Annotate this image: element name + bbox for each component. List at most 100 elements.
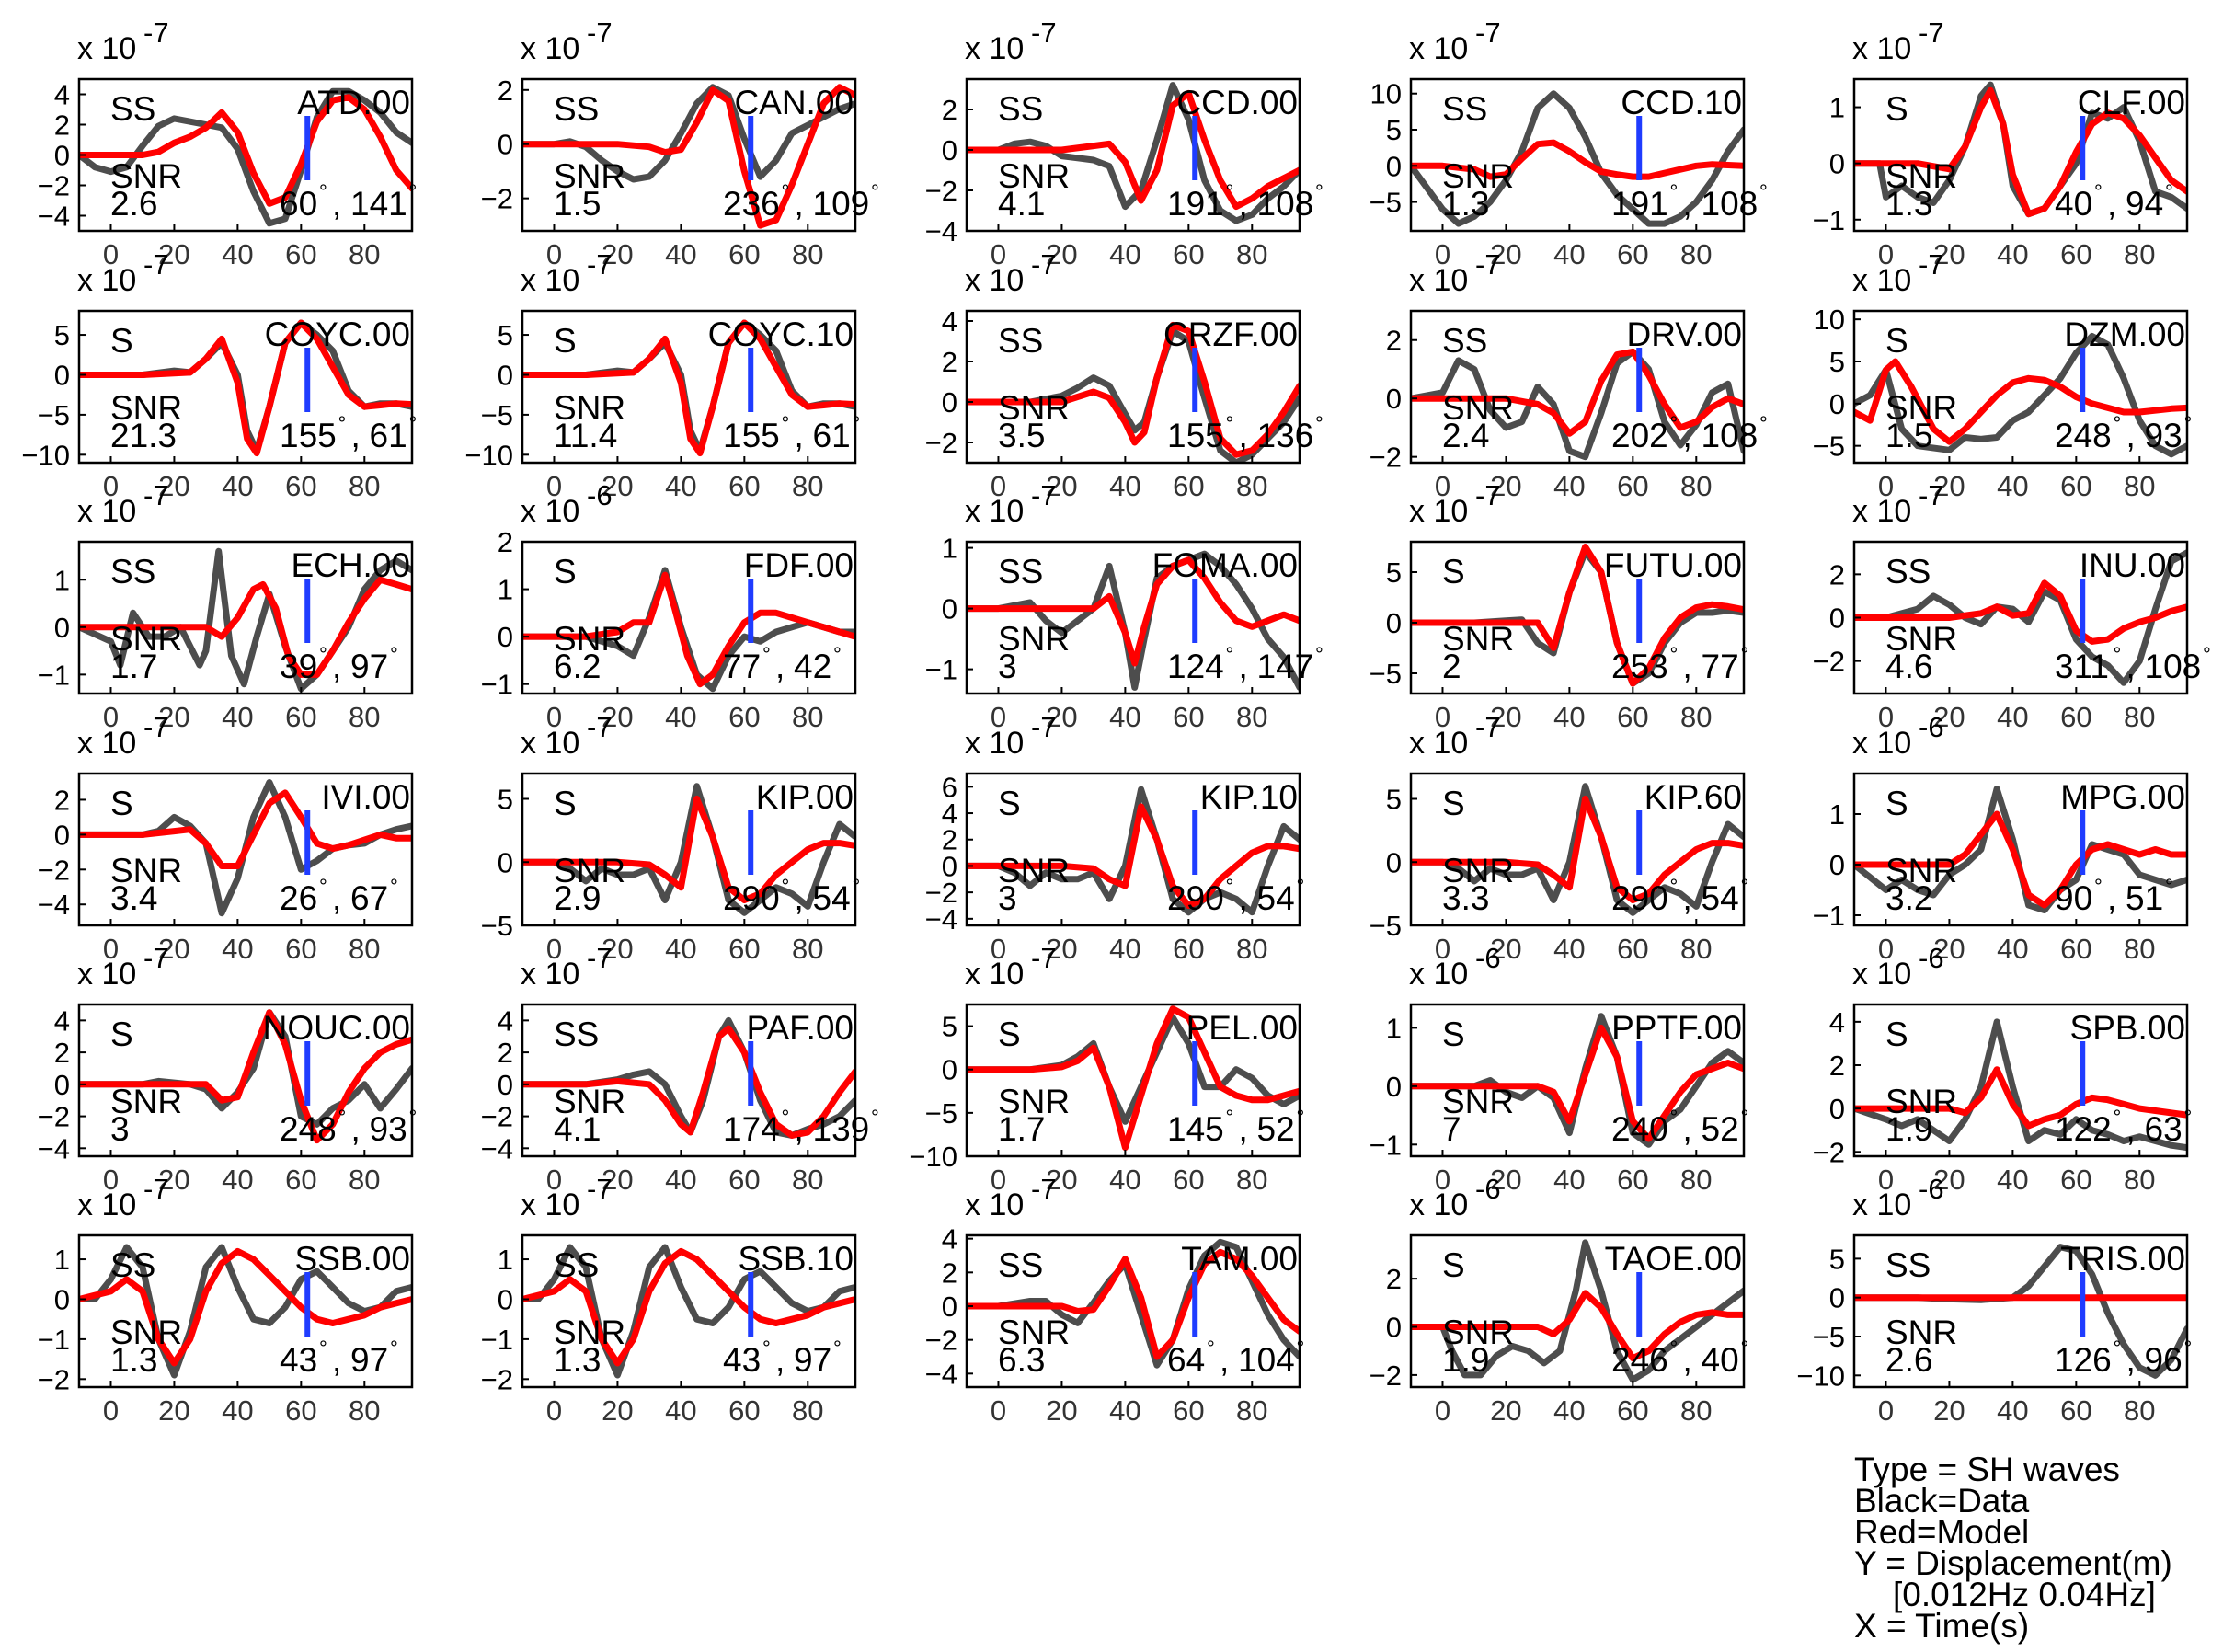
data-trace	[967, 1014, 1300, 1125]
y-tick-label: 0	[54, 359, 70, 391]
distance-value: 108	[1257, 185, 1314, 223]
data-trace	[1854, 786, 2187, 913]
y-tick-label: −4	[38, 889, 70, 921]
x-tick-label: 20	[158, 1394, 189, 1427]
y-tick-label: 5	[498, 784, 513, 816]
degree-symbol: °	[1741, 1337, 1749, 1359]
x-tick-label: 60	[1617, 1394, 1648, 1427]
y-tick-label: 0	[54, 1283, 70, 1315]
scale-label: x 10	[1852, 957, 1911, 992]
separator: ,	[1239, 417, 1248, 454]
axes-frame	[965, 1233, 1301, 1389]
y-tick-label: 2	[498, 1037, 513, 1069]
degree-symbol: °	[1670, 412, 1679, 435]
x-tick-label: 80	[349, 701, 380, 733]
data-trace	[1854, 549, 2187, 686]
scale-label: x 10	[521, 31, 579, 66]
separator: ,	[332, 879, 341, 917]
y-tick-label: 0	[1829, 1282, 1845, 1314]
station-label: NOUC.00	[263, 1009, 410, 1047]
station-label: ECH.00	[291, 546, 410, 584]
axes-frame	[521, 540, 857, 695]
degree-symbol: °	[390, 643, 398, 666]
x-tick-label: 20	[602, 933, 633, 965]
scale-label: x 10	[965, 31, 1024, 66]
station-label: SPB.00	[2070, 1009, 2185, 1047]
distance-value: 104	[1238, 1341, 1295, 1379]
y-tick-label: 0	[1386, 607, 1402, 639]
model-trace	[1854, 1066, 2187, 1130]
x-tick-label: 0	[991, 933, 1006, 965]
x-tick-label: 60	[1617, 701, 1648, 733]
station-label: SSB.10	[739, 1240, 854, 1278]
axes-frame	[77, 772, 414, 927]
distance-value: 141	[350, 185, 407, 223]
phase-label: SS	[110, 90, 155, 128]
x-tick-label: 80	[792, 933, 823, 965]
y-tick-label: −10	[909, 1141, 957, 1173]
snr-value: 2.9	[554, 879, 601, 917]
degree-symbol: °	[1670, 1337, 1679, 1359]
y-tick-label: 5	[1386, 556, 1402, 589]
snr-value: 1.3	[554, 1341, 601, 1379]
x-tick-label: 80	[2124, 470, 2155, 502]
degree-symbol: °	[338, 1106, 347, 1129]
y-tick-label: −5	[1813, 430, 1845, 463]
separator: ,	[1683, 648, 1692, 685]
station-label: TAOE.00	[1605, 1240, 1742, 1278]
x-tick-label: 0	[1878, 701, 1894, 733]
scale-label: x 10	[521, 957, 579, 992]
y-tick-label: 4	[54, 1004, 70, 1037]
y-tick-label: −1	[1369, 1129, 1402, 1161]
separator: ,	[775, 1341, 785, 1379]
y-tick-label: 2	[942, 94, 957, 126]
y-tick-label: 4	[498, 1004, 513, 1037]
model-trace	[79, 1009, 412, 1144]
axes-frame	[521, 772, 857, 927]
x-tick-label: 0	[1435, 701, 1450, 733]
snr-label: SNR	[110, 852, 182, 889]
snr-label: SNR	[998, 1314, 1070, 1351]
snr-value: 4.1	[554, 1110, 601, 1148]
x-tick-label: 40	[1109, 1394, 1140, 1427]
snr-label: SNR	[1442, 157, 1514, 195]
phase-label: S	[998, 1015, 1021, 1053]
phase-label: SS	[110, 553, 155, 591]
y-tick-label: 0	[498, 1283, 513, 1315]
x-tick-label: 20	[1490, 238, 1521, 270]
station-label: SSB.00	[295, 1240, 410, 1278]
model-trace	[1854, 810, 2187, 909]
x-tick-label: 20	[602, 238, 633, 270]
degree-symbol: °	[833, 1337, 842, 1359]
snr-value: 3.2	[1885, 879, 1932, 917]
axes-frame	[1852, 77, 2189, 233]
degree-symbol: °	[2165, 180, 2173, 203]
phase-label: SS	[998, 553, 1043, 591]
snr-label: SNR	[110, 1083, 182, 1120]
x-tick-label: 60	[1173, 933, 1204, 965]
distance-value: 40	[1702, 1341, 1739, 1379]
y-tick-label: −2	[925, 427, 957, 459]
azimuth-value: 39	[280, 648, 317, 685]
distance-value: 94	[2126, 185, 2163, 223]
phase-label: SS	[1442, 322, 1487, 360]
degree-symbol: °	[1297, 1106, 1305, 1129]
x-tick-label: 60	[2060, 1394, 2091, 1427]
x-tick-label: 60	[285, 1394, 316, 1427]
model-trace	[522, 319, 855, 457]
scale-label: x 10	[77, 1187, 136, 1222]
y-tick-label: 0	[1829, 148, 1845, 180]
scale-exponent: -7	[587, 942, 613, 974]
x-tick-label: 60	[1173, 1164, 1204, 1196]
y-tick-label: −1	[481, 1324, 513, 1356]
separator: ,	[351, 1110, 361, 1148]
azimuth-value: 90	[2055, 879, 2092, 917]
degree-symbol: °	[1297, 875, 1305, 898]
separator: ,	[351, 417, 361, 454]
snr-label: SNR	[110, 389, 182, 427]
model-trace	[1854, 579, 2187, 645]
